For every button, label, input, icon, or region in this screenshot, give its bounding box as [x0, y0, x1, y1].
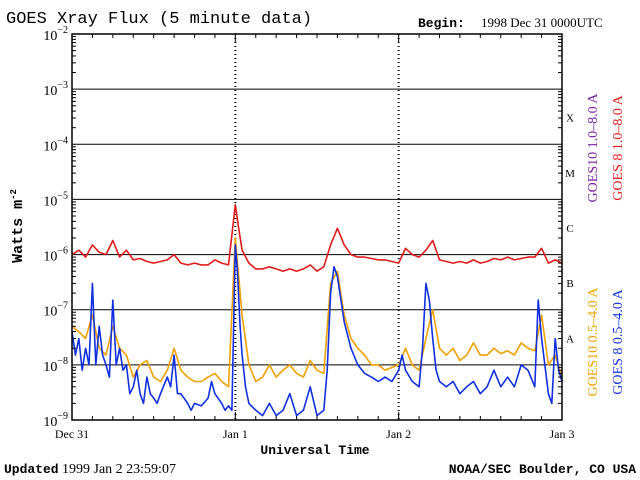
x-tick-label: Jan 3	[550, 427, 575, 441]
updated-value: 1999 Jan 2 23:59:07	[62, 462, 176, 477]
flare-class-label: B	[566, 278, 573, 290]
flare-class-label: A	[566, 333, 574, 345]
flare-class-label: M	[565, 168, 575, 180]
y-tick-label: 10−2	[43, 25, 68, 44]
y-tick-label: 10−5	[43, 190, 68, 209]
series-line	[71, 237, 563, 388]
series-line	[71, 204, 563, 272]
updated-label: Updated	[4, 462, 59, 477]
y-tick-label: 10−4	[43, 135, 68, 154]
legend-entry: GOES10 1.0–8.0 A	[586, 93, 601, 203]
flare-class-label: X	[566, 113, 574, 125]
svg-text:Watts m-2: Watts m-2	[9, 189, 27, 263]
flare-class-labels: A B C M X	[565, 113, 575, 346]
plot-grid	[72, 34, 562, 420]
x-tick-label: Jan 1	[223, 427, 248, 441]
y-tick-label: 10−6	[43, 246, 68, 265]
y-tick-label: 10−7	[43, 301, 68, 320]
flare-class-label: C	[566, 223, 573, 235]
y-tick-label: 10−8	[43, 356, 68, 375]
legend: GOES10 1.0–8.0 A GOES 8 1.0–8.0 A GOES10 0…	[586, 93, 626, 397]
plot-axes	[71, 33, 563, 421]
x-axis-label: Universal Time	[260, 443, 369, 458]
y-tick-label: 10−3	[43, 80, 68, 99]
legend-entry: GOES 8 1.0–8.0 A	[611, 94, 626, 200]
begin-value: 1998 Dec 31 0000UTC	[481, 15, 603, 30]
y-axis-label-group: Watts m-2	[9, 189, 27, 263]
y-tick-labels: 10−9 10−8 10−7 10−6 10−5 10−4 10−3 10−2	[43, 25, 68, 430]
begin-label: Begin:	[418, 16, 465, 31]
credit-label: NOAA/SEC Boulder, CO USA	[449, 462, 636, 477]
series-line	[71, 244, 563, 417]
y-axis-label: Watts m	[10, 200, 27, 263]
plot-series	[71, 204, 563, 417]
y-tick-label: 10−9	[43, 411, 68, 430]
x-tick-label: Jan 2	[386, 427, 411, 441]
legend-entry: GOES10 0.5–4.0 A	[586, 287, 601, 397]
x-tick-labels: Dec 31 Jan 1 Jan 2 Jan 3	[55, 427, 575, 441]
legend-entry: GOES 8 0.5–4.0 A	[611, 288, 626, 394]
y-axis-label-superscript: -2	[9, 189, 19, 200]
chart-title: GOES Xray Flux (5 minute data)	[6, 10, 312, 29]
x-tick-label: Dec 31	[55, 427, 89, 441]
